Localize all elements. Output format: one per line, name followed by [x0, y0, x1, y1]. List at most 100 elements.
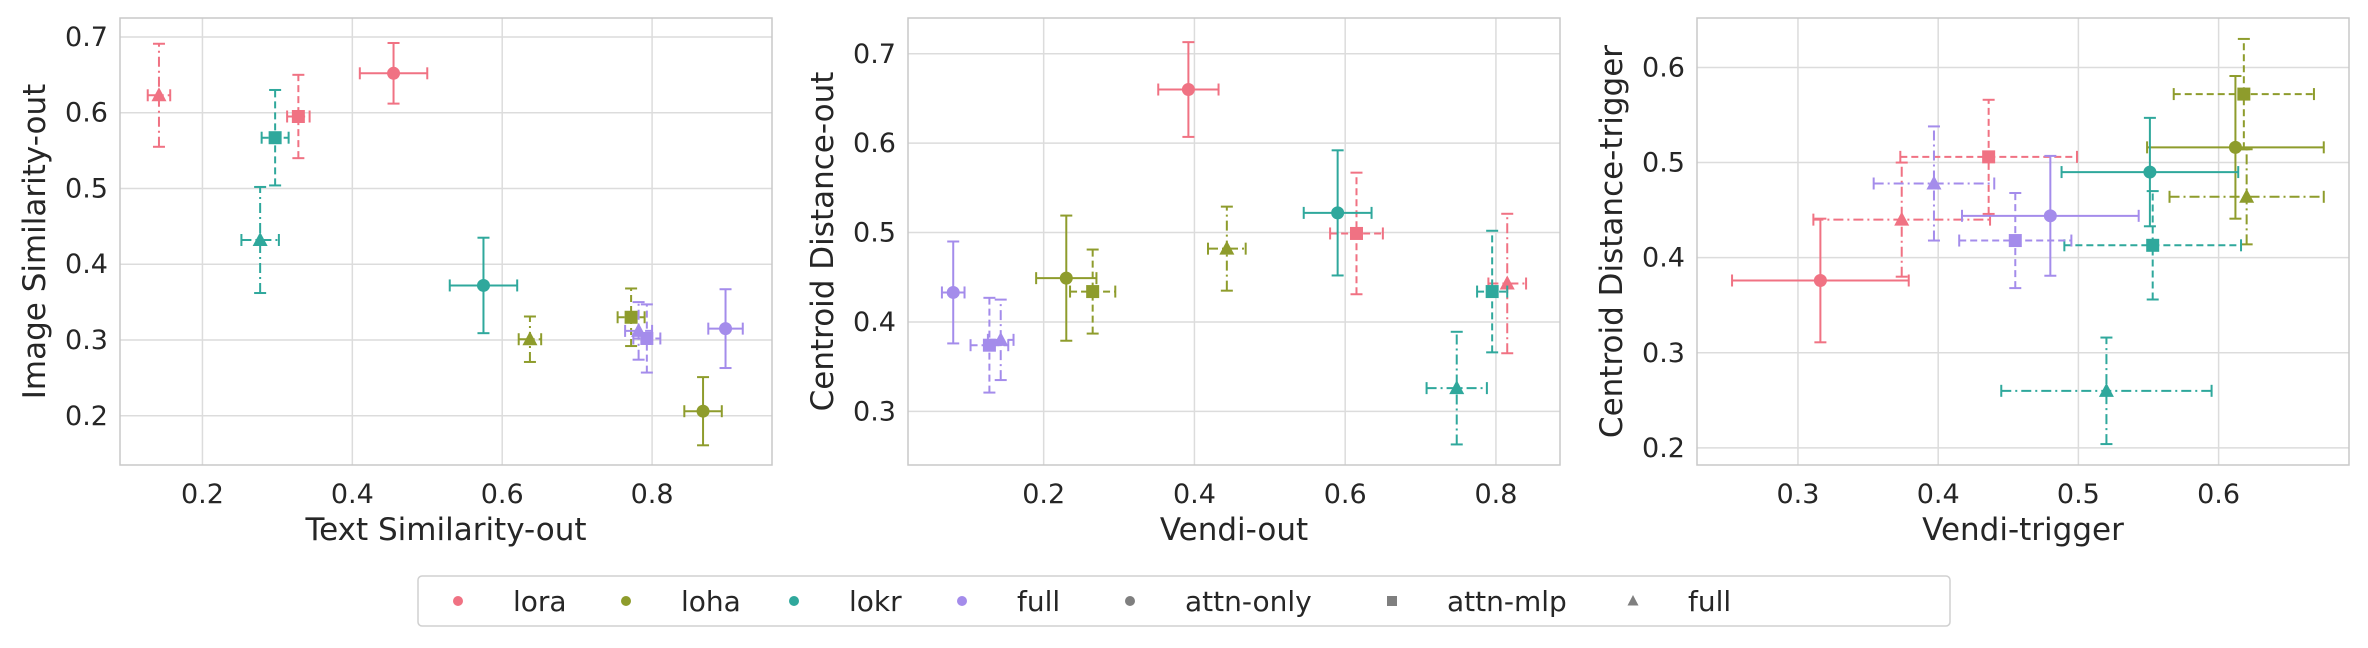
marker-lokr-full — [252, 231, 268, 246]
x-tick-label: 0.8 — [1474, 479, 1517, 510]
point-loha-attn-mlp — [2172, 37, 2315, 151]
marker-lokr-attn-only — [476, 278, 490, 292]
marker-full-attn-mlp — [2008, 234, 2022, 248]
point-full-full — [986, 298, 1015, 382]
point-loha-attn-only — [683, 376, 723, 447]
x-tick-label: 0.5 — [2057, 479, 2100, 510]
y-tick-label: 0.6 — [853, 128, 896, 159]
legend-entry-lokr-2: lokr — [789, 585, 902, 618]
point-loha-attn-only — [1035, 214, 1098, 342]
legend-marker-triangle — [1627, 595, 1639, 606]
marker-lora-full — [1499, 275, 1515, 290]
point-lokr-full — [1425, 330, 1488, 446]
point-loha-full — [2168, 148, 2325, 246]
marker-lora-attn-only — [387, 66, 401, 80]
legend-frame — [417, 575, 1951, 627]
point-lokr-attn-mlp — [2063, 190, 2243, 301]
plot-frame — [119, 17, 773, 466]
legend-label: attn-mlp — [1447, 585, 1567, 618]
legend-color-swatch — [621, 596, 631, 606]
point-lora-full — [1487, 212, 1528, 355]
x-axis-label: Vendi-trigger — [1922, 512, 2124, 548]
marker-full-attn-mlp — [982, 338, 996, 352]
point-lokr-full — [2000, 336, 2213, 446]
plot-area — [1697, 18, 2349, 465]
legend-entry-full-3: full — [957, 585, 1060, 618]
plot-area — [908, 18, 1560, 465]
y-tick-label: 0.4 — [65, 249, 108, 280]
y-tick-label: 0.5 — [65, 173, 108, 204]
x-tick-label: 0.4 — [1917, 479, 1960, 510]
point-loha-attn-mlp — [616, 287, 646, 348]
marker-lokr-attn-mlp — [2146, 238, 2160, 252]
marker-loha-attn-mlp — [624, 310, 638, 324]
y-tick-label: 0.3 — [853, 396, 896, 427]
marker-loha-attn-mlp — [1086, 285, 1100, 299]
y-tick-label: 0.4 — [1642, 243, 1685, 274]
point-full-attn-mlp — [1958, 191, 2073, 290]
marker-loha-full — [1219, 240, 1235, 255]
y-tick-label: 0.3 — [65, 325, 108, 356]
legend-color-swatch — [453, 596, 463, 606]
point-lora-full — [146, 42, 172, 148]
panel-vendi-vs-centroid-out: 0.2 0.4 0.6 0.8 0.3 0.4 0.5 0.6 0.7 Vendi-out Cent… — [805, 17, 1561, 548]
x-tick-label: 0.6 — [1324, 479, 1367, 510]
marker-loha-full — [522, 331, 538, 346]
legend-label: loha — [681, 585, 741, 618]
point-lokr-full — [240, 185, 280, 295]
legend-label: full — [1688, 585, 1731, 618]
y-axis-label: Centroid Distance-out — [805, 72, 841, 412]
y-tick-label: 0.3 — [1642, 338, 1685, 369]
marker-lora-attn-mlp — [1982, 150, 1996, 164]
point-lora-attn-only — [358, 42, 429, 105]
x-tick-label: 0.4 — [1173, 479, 1216, 510]
point-lokr-attn-only — [1302, 149, 1373, 277]
legend-color-swatch — [957, 596, 967, 606]
legend-entry-lora-0: lora — [453, 585, 567, 618]
marker-loha-full — [2239, 188, 2255, 203]
point-loha-attn-mlp — [1069, 248, 1117, 335]
legend-label: lora — [513, 585, 567, 618]
marker-full-attn-only — [946, 285, 960, 299]
marker-loha-attn-only — [696, 404, 710, 418]
legend-marker-square — [1387, 596, 1397, 606]
marker-loha-attn-only — [1059, 271, 1073, 285]
legend-entry-loha-1: loha — [621, 585, 741, 618]
legend-entry-attn-mlp-5: attn-mlp — [1387, 585, 1567, 618]
point-lora-attn-mlp — [1329, 171, 1384, 296]
x-tick-label: 0.8 — [631, 479, 674, 510]
legend-entry-full-6: full — [1627, 585, 1731, 618]
y-tick-label: 0.2 — [65, 401, 108, 432]
point-full-attn-only — [1961, 154, 2140, 277]
marker-lora-attn-only — [1181, 83, 1195, 97]
point-lokr-attn-mlp — [260, 88, 290, 187]
panel-text-vs-image-similarity: 0.2 0.4 0.6 0.8 0.2 0.3 0.4 0.5 0.6 0.7 Text Simil… — [17, 17, 773, 548]
marker-lokr-attn-only — [1331, 206, 1345, 220]
legend-marker-circle — [1125, 596, 1135, 606]
point-full-full — [624, 301, 654, 361]
y-tick-label: 0.7 — [853, 39, 896, 70]
y-axis-label: Image Similarity-out — [17, 84, 53, 400]
x-axis-label: Text Similarity-out — [304, 512, 586, 548]
x-tick-label: 0.2 — [1022, 479, 1065, 510]
point-lokr-attn-only — [2060, 116, 2240, 228]
x-axis-label: Vendi-out — [1160, 512, 1308, 548]
point-lora-attn-only — [1157, 41, 1220, 138]
x-tick-label: 0.2 — [181, 479, 224, 510]
y-tick-label: 0.4 — [853, 307, 896, 338]
marker-lora-full — [151, 87, 167, 102]
legend-label: full — [1017, 585, 1060, 618]
legend-label: lokr — [849, 585, 902, 618]
point-full-attn-only — [707, 288, 744, 370]
y-tick-label: 0.5 — [853, 218, 896, 249]
x-tick-label: 0.3 — [1776, 479, 1819, 510]
y-tick-label: 0.7 — [65, 22, 108, 53]
marker-lokr-attn-mlp — [268, 131, 282, 145]
plot-frame — [907, 17, 1561, 466]
point-loha-attn-only — [2146, 75, 2325, 220]
y-tick-label: 0.6 — [1642, 52, 1685, 83]
marker-lokr-attn-only — [2143, 165, 2157, 179]
point-full-full — [1872, 125, 1996, 242]
marker-lokr-full — [1449, 380, 1465, 395]
